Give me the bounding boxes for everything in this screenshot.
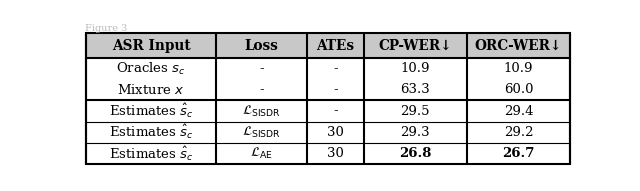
Text: 60.0: 60.0: [504, 83, 533, 96]
Text: 10.9: 10.9: [504, 62, 533, 75]
Text: -: -: [333, 105, 338, 118]
Text: Loss: Loss: [244, 39, 278, 53]
Text: 26.7: 26.7: [502, 147, 534, 160]
Text: -: -: [259, 83, 264, 96]
Text: ATEs: ATEs: [316, 39, 355, 53]
Text: Estimates $\hat{s}_c$: Estimates $\hat{s}_c$: [109, 123, 193, 141]
Text: 29.5: 29.5: [401, 105, 430, 118]
Text: Oracles $s_c$: Oracles $s_c$: [116, 61, 186, 77]
Text: Estimates $\hat{s}_c$: Estimates $\hat{s}_c$: [109, 144, 193, 163]
Bar: [86, 33, 570, 164]
Text: $\mathcal{L}_{\mathrm{SISDR}}$: $\mathcal{L}_{\mathrm{SISDR}}$: [242, 104, 281, 119]
Text: Estimates $\hat{s}_c$: Estimates $\hat{s}_c$: [109, 102, 193, 120]
Text: $\mathcal{L}_{\mathrm{AE}}$: $\mathcal{L}_{\mathrm{AE}}$: [250, 146, 273, 161]
Text: CP-WER↓: CP-WER↓: [378, 39, 452, 53]
Text: ORC-WER↓: ORC-WER↓: [475, 39, 562, 53]
Text: -: -: [259, 62, 264, 75]
Text: 30: 30: [327, 147, 344, 160]
Text: ASR Input: ASR Input: [112, 39, 191, 53]
Text: Figure 3: Figure 3: [85, 24, 127, 33]
Text: 29.4: 29.4: [504, 105, 533, 118]
Text: 26.8: 26.8: [399, 147, 431, 160]
Text: 30: 30: [327, 126, 344, 139]
Bar: [86, 33, 570, 58]
Text: 29.3: 29.3: [401, 126, 430, 139]
Text: $\mathcal{L}_{\mathrm{SISDR}}$: $\mathcal{L}_{\mathrm{SISDR}}$: [242, 125, 281, 140]
Text: Mixture $x$: Mixture $x$: [117, 83, 185, 97]
Text: -: -: [333, 83, 338, 96]
Text: 10.9: 10.9: [401, 62, 430, 75]
Text: -: -: [333, 62, 338, 75]
Text: 63.3: 63.3: [401, 83, 430, 96]
Text: 29.2: 29.2: [504, 126, 533, 139]
